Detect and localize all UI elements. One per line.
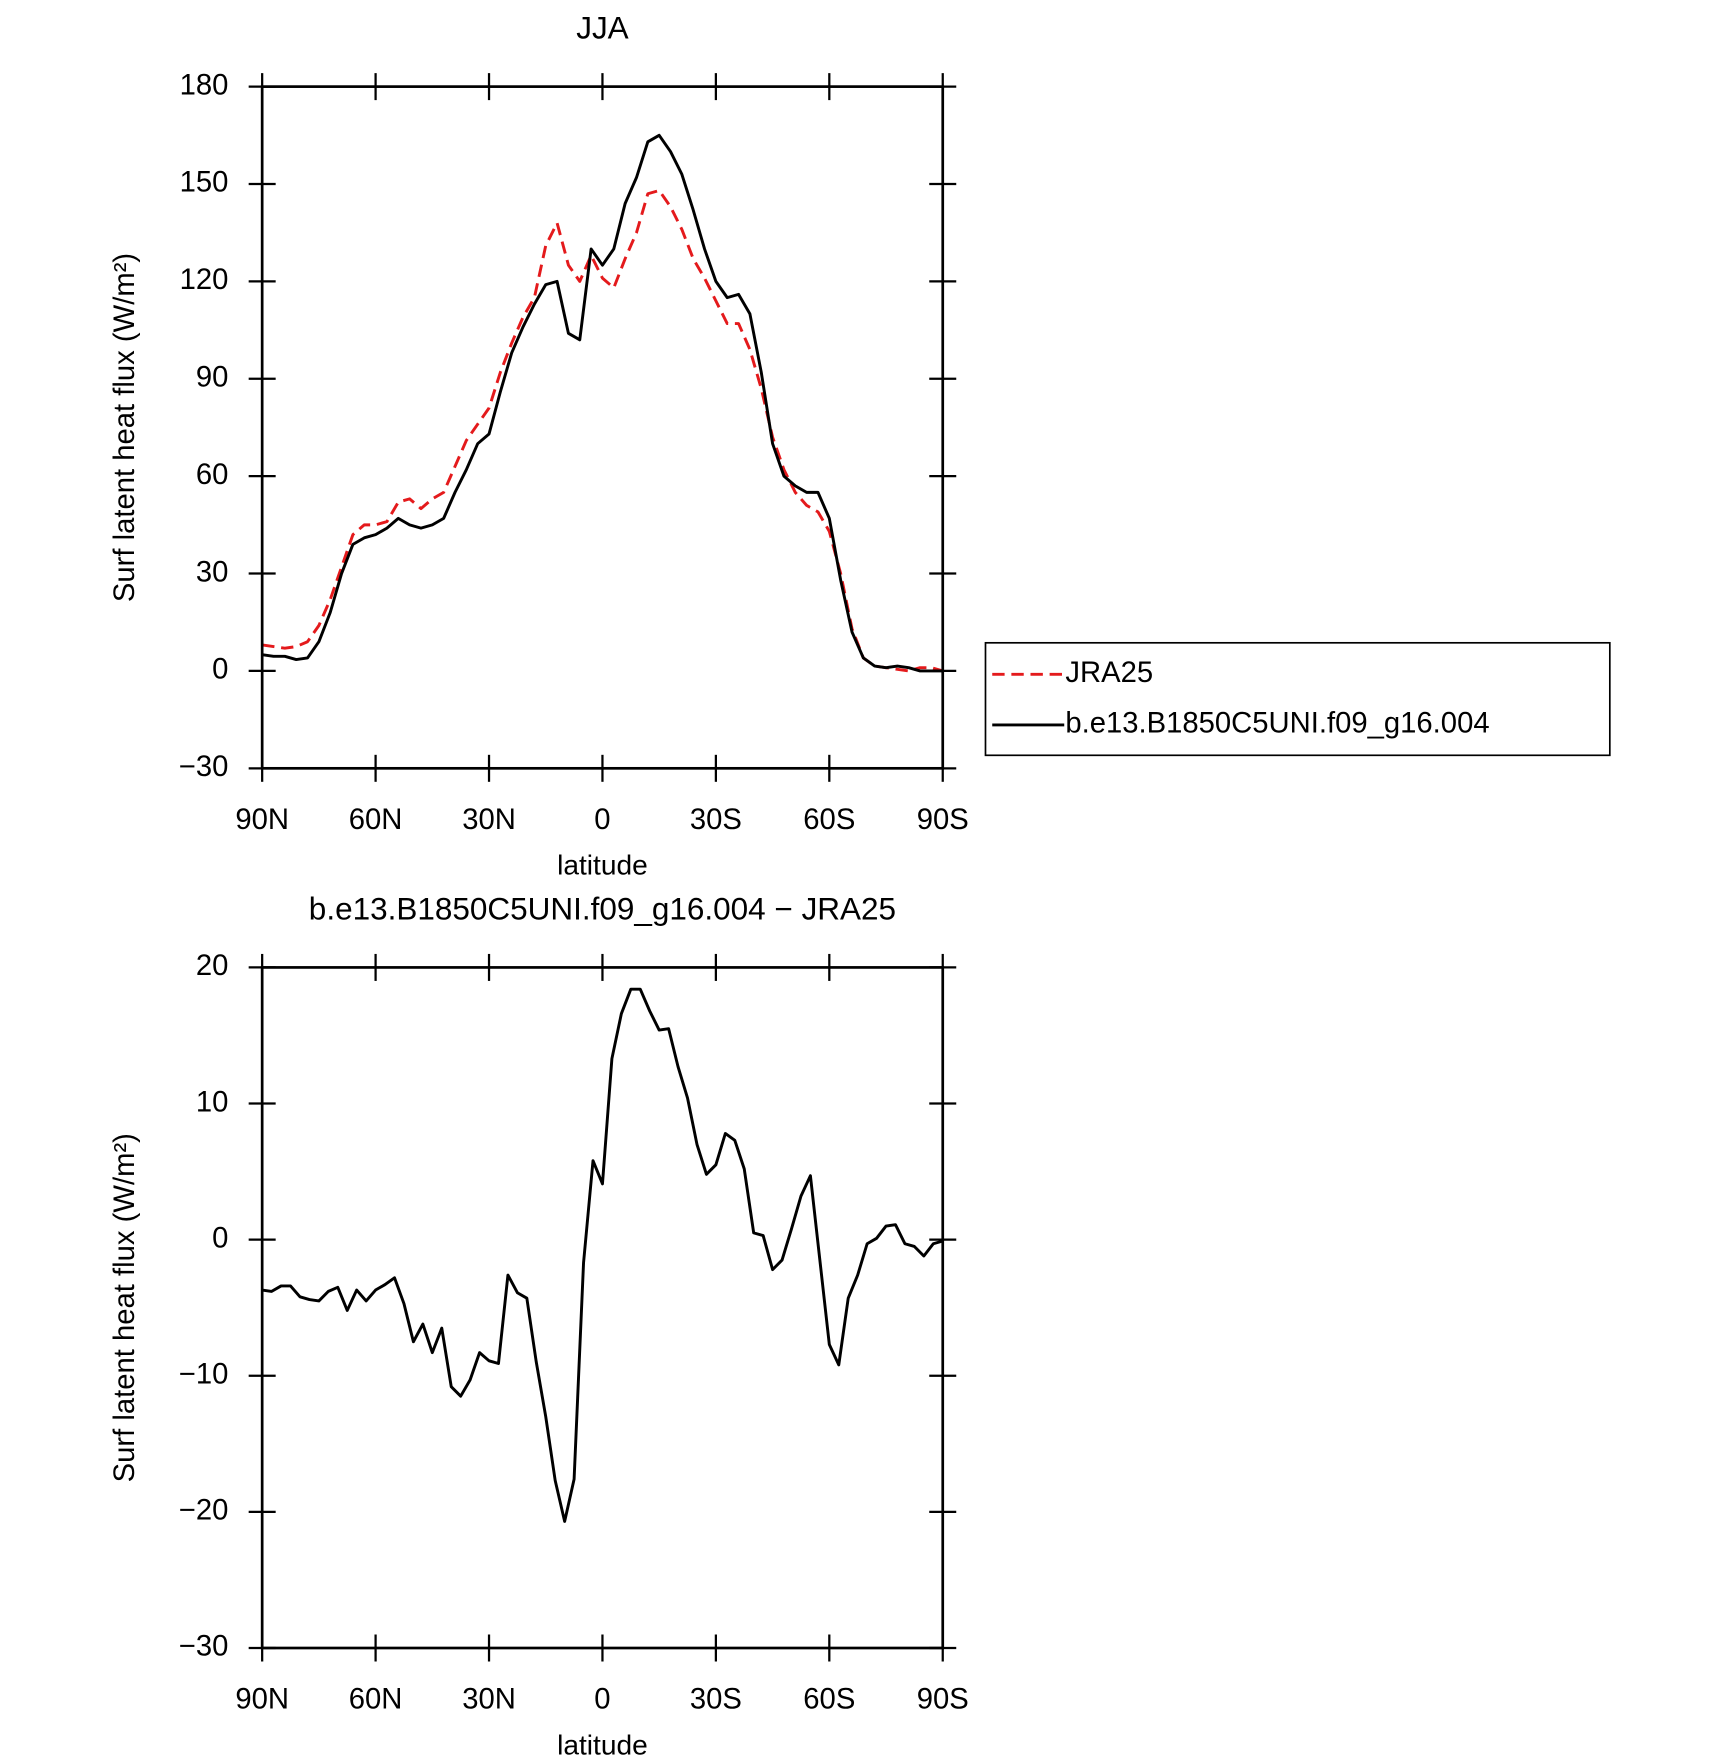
chart-title: JJA xyxy=(576,10,628,46)
x-axis-label: latitude xyxy=(557,850,648,881)
data-line xyxy=(261,133,943,673)
x-tick-label: 0 xyxy=(594,1684,610,1716)
x-tick-label: 60N xyxy=(349,1684,403,1716)
y-tick-label: 0 xyxy=(212,654,228,686)
y-tick-label: −30 xyxy=(179,1631,229,1663)
y-tick-label: 20 xyxy=(196,950,229,982)
x-tick-label: 90N xyxy=(235,1684,289,1716)
x-tick-label: 30N xyxy=(462,804,516,836)
y-tick-label: 120 xyxy=(180,264,229,296)
x-tick-label: 60S xyxy=(803,1684,855,1716)
chart-title: b.e13.B1850C5UNI.f09_g16.004 − JRA25 xyxy=(309,890,896,926)
y-tick-label: 30 xyxy=(196,556,229,588)
legend-box xyxy=(984,641,1611,757)
x-axis-label: latitude xyxy=(557,1729,648,1756)
y-tick-label: 90 xyxy=(196,361,229,393)
y-tick-label: 150 xyxy=(180,167,229,199)
x-tick-label: 30S xyxy=(690,1684,742,1716)
y-tick-label: −20 xyxy=(179,1495,229,1527)
y-tick-label: 180 xyxy=(180,69,229,101)
plot-frame xyxy=(260,966,945,1650)
x-tick-label: 30N xyxy=(462,1684,516,1716)
data-line xyxy=(261,987,944,1523)
x-tick-label: 90S xyxy=(917,1684,969,1716)
x-tick-label: 60N xyxy=(349,804,403,836)
legend-label: b.e13.B1850C5UNI.f09_g16.004 xyxy=(1065,708,1489,740)
x-tick-label: 30S xyxy=(690,804,742,836)
y-tick-label: −10 xyxy=(179,1358,229,1390)
y-axis-label: Surf latent heat flux (W/m²) xyxy=(109,253,141,602)
x-tick-label: 90S xyxy=(917,804,969,836)
y-tick-label: 60 xyxy=(196,459,229,491)
legend-label: JRA25 xyxy=(1065,657,1153,689)
x-tick-label: 0 xyxy=(594,804,610,836)
y-axis-label: Surf latent heat flux (W/m²) xyxy=(109,1133,141,1482)
data-line xyxy=(261,189,944,673)
x-tick-label: 90N xyxy=(235,804,289,836)
plot-frame xyxy=(260,85,945,770)
y-tick-label: 10 xyxy=(196,1086,229,1118)
y-tick-label: −30 xyxy=(179,751,229,783)
y-tick-label: 0 xyxy=(212,1222,228,1254)
x-tick-label: 60S xyxy=(803,804,855,836)
